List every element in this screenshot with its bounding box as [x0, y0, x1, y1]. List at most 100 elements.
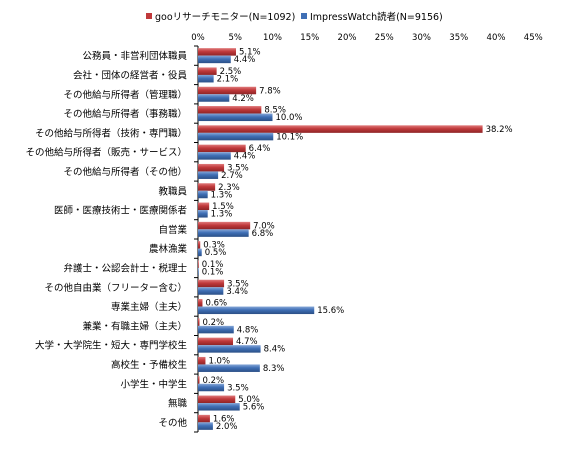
value-label-impress: 5.6%	[243, 403, 265, 413]
value-label-goo: 7.8%	[259, 86, 281, 96]
value-label-goo: 1.5%	[212, 202, 234, 212]
x-tick-label: 45%	[524, 33, 543, 43]
x-tick-label: 15%	[300, 33, 319, 43]
category-label: 農林漁業	[149, 243, 188, 255]
x-tick-label: 20%	[338, 33, 357, 43]
bar-impress	[198, 403, 240, 411]
bar-impress	[198, 383, 225, 392]
bar-impress	[198, 190, 208, 199]
value-label-goo: 0.2%	[202, 376, 224, 386]
category-label: その他給与所得者（事務職）	[63, 108, 187, 120]
value-label-impress: 10.0%	[276, 113, 303, 123]
category-label: 無職	[168, 398, 188, 410]
bar-impress	[198, 171, 219, 179]
value-label-impress: 8.3%	[263, 364, 285, 374]
category-label: 兼業・有職主婦（主夫）	[82, 320, 187, 332]
category-label: 会社・団体の経営者・役員	[73, 69, 188, 81]
value-label-goo: 0.3%	[203, 241, 225, 251]
bar-goo	[198, 221, 251, 230]
bar-impress	[198, 113, 273, 122]
value-label-goo: 3.5%	[227, 163, 249, 173]
value-label-goo: 7.0%	[253, 221, 275, 231]
value-label-goo: 5.1%	[239, 48, 261, 58]
bar-impress	[198, 345, 261, 353]
bar-goo	[198, 279, 225, 288]
value-label-goo: 0.6%	[205, 299, 227, 309]
x-tick-label: 35%	[449, 33, 468, 43]
bar-goo	[198, 260, 199, 268]
value-label-goo: 2.5%	[220, 67, 242, 77]
category-label: その他	[158, 417, 187, 429]
bar-goo	[198, 299, 203, 307]
bar-goo	[198, 356, 206, 365]
category-label: 高校生・予備校生	[111, 359, 188, 371]
legend: gooリサーチモニター(N=1092) ImpressWatch読者(N=9156…	[146, 11, 443, 23]
value-label-impress: 4.4%	[234, 55, 256, 65]
category-label: 公務員・非営利団体職員	[82, 50, 187, 62]
category-label: 大学・大学院生・短大・専門学校生	[35, 340, 188, 352]
bar-goo	[198, 241, 201, 249]
value-label-impress: 0.1%	[202, 267, 224, 277]
bar-goo	[198, 48, 236, 56]
category-label: その他給与所得者（管理職）	[63, 89, 187, 101]
value-label-impress: 2.0%	[216, 422, 238, 432]
legend-label-goo: gooリサーチモニター(N=1092)	[155, 12, 295, 23]
value-label-goo: 6.4%	[249, 144, 271, 154]
x-tick-label: 25%	[375, 33, 394, 43]
bar-impress	[198, 74, 214, 83]
x-tick-label: 5%	[229, 33, 243, 43]
bar-goo	[198, 202, 210, 211]
bar-goo	[198, 106, 262, 114]
category-label: 専業主婦（主夫）	[111, 301, 187, 313]
category-label: 小学生・中学生	[120, 378, 187, 390]
bar-goo	[198, 183, 216, 191]
bar-goo	[198, 86, 257, 95]
value-label-impress: 3.4%	[226, 287, 248, 297]
bar-impress	[198, 248, 202, 257]
value-label-goo: 4.7%	[236, 337, 258, 347]
category-label: その他給与所得者（販売・サービス）	[25, 147, 187, 159]
bar-impress	[198, 287, 224, 295]
bar-impress	[198, 210, 208, 218]
value-label-goo: 1.6%	[213, 414, 235, 424]
category-label: 自営業	[158, 224, 187, 236]
value-label-impress: 2.7%	[221, 171, 243, 181]
category-label: 弁護士・公認会計士・税理士	[63, 262, 187, 274]
legend-label-impress: ImpressWatch読者(N=9156)	[310, 11, 443, 23]
x-tick-label: 40%	[487, 33, 506, 43]
bar-impress	[198, 152, 231, 160]
x-tick-label: 0%	[191, 33, 205, 43]
value-label-impress: 1.3%	[211, 190, 233, 200]
value-label-goo: 0.2%	[202, 318, 224, 328]
bar-impress	[198, 325, 234, 334]
category-label: 教職員	[158, 185, 187, 197]
bar-impress	[198, 132, 274, 141]
value-label-goo: 2.3%	[218, 183, 240, 193]
value-label-goo: 5.0%	[238, 395, 260, 405]
bar-impress	[198, 55, 231, 64]
bar-goo	[198, 337, 234, 346]
value-label-impress: 4.4%	[234, 152, 256, 162]
value-label-goo: 8.5%	[264, 106, 286, 116]
value-label-goo: 0.1%	[202, 260, 224, 270]
category-label: その他給与所得者（技術・専門職）	[35, 127, 187, 139]
bar-goo	[198, 144, 246, 153]
value-label-goo: 1.0%	[208, 356, 230, 366]
bar-impress	[198, 364, 260, 372]
value-label-impress: 15.6%	[317, 306, 344, 316]
bar-impress	[198, 229, 249, 237]
x-tick-label: 30%	[412, 33, 431, 43]
value-label-impress: 4.2%	[232, 94, 254, 104]
value-label-goo: 38.2%	[486, 125, 513, 135]
bar-goo	[198, 414, 210, 423]
value-label-goo: 3.5%	[227, 279, 249, 289]
value-label-impress: 0.5%	[205, 248, 227, 258]
bars: 5.1%4.4%2.5%2.1%7.8%4.2%8.5%10.0%38.2%10…	[198, 48, 513, 432]
bar-goo	[198, 125, 483, 133]
legend-swatch-impress	[301, 13, 307, 19]
bar-goo	[198, 318, 200, 326]
x-tick-label: 10%	[263, 33, 282, 43]
value-label-impress: 10.1%	[276, 132, 303, 142]
